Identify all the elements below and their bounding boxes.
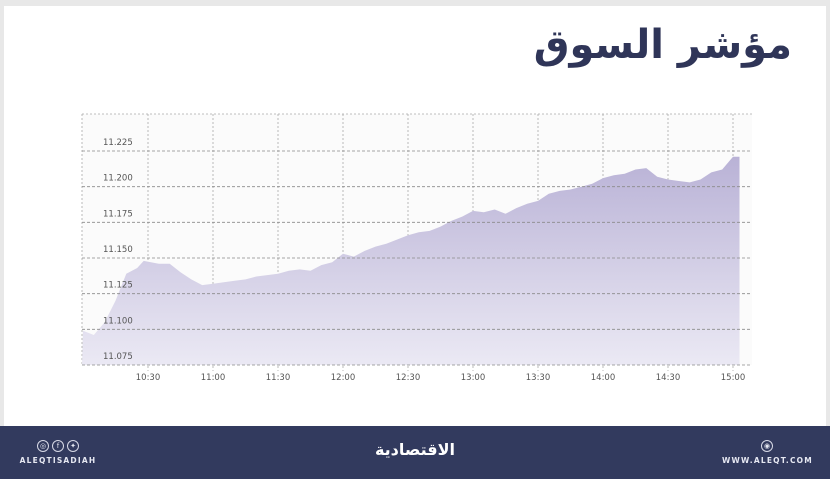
web-icon[interactable]: ◉: [761, 440, 773, 452]
svg-text:11:00: 11:00: [201, 373, 226, 383]
svg-text:11.175: 11.175: [103, 209, 133, 219]
svg-text:15:00: 15:00: [721, 373, 746, 383]
facebook-icon[interactable]: f: [52, 440, 64, 452]
svg-text:14:00: 14:00: [591, 373, 616, 383]
svg-text:11.075: 11.075: [103, 352, 133, 362]
y-axis-labels: 11.225 11.200 11.175 11.150 11.125 11.100 11.0…: [103, 138, 133, 362]
footer-bar: ◎ f ✦ ALEQTISADIAH الاقتصادية ◉ WWW.ALEQ…: [0, 426, 830, 479]
twitter-icon[interactable]: ✦: [67, 440, 79, 452]
svg-text:11.125: 11.125: [103, 281, 133, 291]
index-area: [82, 156, 740, 365]
svg-text:13:00: 13:00: [461, 373, 486, 383]
website-block: ◉ WWW.ALEQT.COM: [722, 440, 812, 465]
instagram-icon[interactable]: ◎: [37, 440, 49, 452]
svg-text:13:30: 13:30: [526, 373, 551, 383]
website-url[interactable]: WWW.ALEQT.COM: [722, 456, 813, 465]
brand-logo: الاقتصادية: [374, 440, 456, 459]
svg-text:11:30: 11:30: [266, 373, 291, 383]
horizontal-gridlines: [82, 150, 752, 366]
svg-text:12:00: 12:00: [331, 373, 356, 383]
social-block: ◎ f ✦ ALEQTISADIAH: [18, 440, 98, 465]
svg-text:14:30: 14:30: [656, 373, 681, 383]
svg-text:11.100: 11.100: [103, 316, 133, 326]
social-handle: ALEQTISADIAH: [19, 456, 97, 465]
page-title: مؤشر السوق: [533, 22, 792, 68]
x-axis-labels: 10:30 11:00 11:30 12:00 12:30 13:00 13:30 14:00…: [136, 373, 746, 383]
svg-text:11.150: 11.150: [103, 245, 133, 255]
svg-text:11.225: 11.225: [103, 138, 133, 148]
svg-text:11.200: 11.200: [103, 174, 133, 184]
svg-text:12:30: 12:30: [396, 373, 421, 383]
svg-text:10:30: 10:30: [136, 373, 161, 383]
